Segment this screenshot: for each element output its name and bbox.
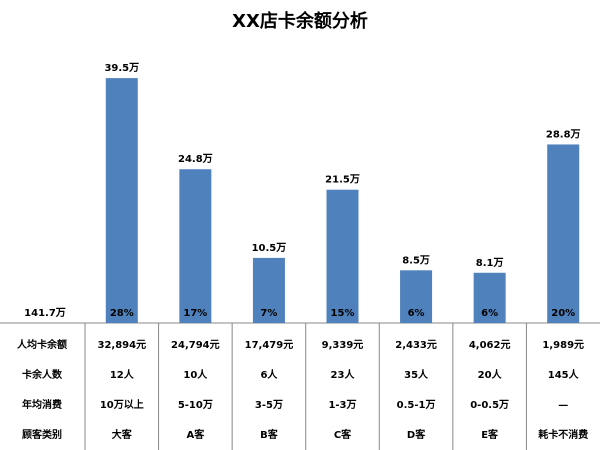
- share-label: 6%: [408, 308, 425, 319]
- table-cell: 2,433元: [395, 339, 437, 351]
- table-cell: 12人: [110, 368, 135, 381]
- table-cell: 32,894元: [97, 339, 146, 351]
- bar: [105, 78, 138, 323]
- table-cell: 4,062元: [469, 339, 511, 351]
- table-cell: 6人: [260, 368, 278, 381]
- table-cell: 9,339元: [322, 339, 364, 351]
- table-cell: 3-5万: [255, 399, 283, 411]
- table-cell: 5-10万: [178, 399, 213, 411]
- bar: [473, 272, 506, 323]
- value-label: 28.8万: [546, 128, 581, 140]
- table-cell: 24,794元: [171, 339, 220, 351]
- table-cell: 145人: [548, 368, 580, 381]
- bar: [252, 257, 285, 323]
- table-cell: 10人: [183, 368, 208, 381]
- table-cell: E客: [481, 428, 499, 441]
- chart-title: XX店卡余额分析: [232, 10, 368, 32]
- row-label: 卡余人数: [22, 368, 63, 381]
- row-label: 顾客类别: [22, 428, 62, 441]
- share-label: 15%: [331, 308, 355, 319]
- table-cell: 17,479元: [245, 339, 294, 351]
- table-cell: B客: [260, 428, 279, 441]
- table-cell: C客: [334, 428, 352, 441]
- share-label: 20%: [551, 308, 575, 319]
- row-label: 年均消费: [22, 398, 62, 411]
- value-label: 8.1万: [476, 257, 504, 269]
- share-label: 17%: [183, 308, 207, 319]
- table-cell: A客: [186, 428, 205, 441]
- table-cell: 23人: [331, 368, 356, 381]
- bar: [179, 169, 212, 323]
- table-cell: 0-0.5万: [470, 399, 509, 411]
- bar: [547, 144, 580, 323]
- table-cell: 20人: [478, 368, 503, 381]
- table-cell: 耗卡不消费: [538, 428, 588, 441]
- table-cell: 0.5-1万: [397, 399, 436, 411]
- table-cell: D客: [407, 428, 426, 441]
- share-label: 28%: [110, 308, 134, 319]
- value-label: 39.5万: [104, 62, 139, 74]
- table-cell: 35人: [404, 368, 429, 381]
- table-cell: 10万以上: [100, 398, 144, 411]
- share-label: 6%: [481, 308, 498, 319]
- value-label: 10.5万: [252, 242, 287, 254]
- table-cell: 1-3万: [328, 399, 356, 411]
- value-label: 21.5万: [325, 174, 360, 186]
- table-cell: 1,989元: [542, 339, 584, 351]
- value-label: 24.8万: [178, 153, 213, 165]
- bar: [326, 189, 359, 323]
- value-label: 8.5万: [402, 254, 430, 266]
- bar: [400, 270, 433, 323]
- table-cell: 大客: [112, 428, 133, 441]
- row-label: 人均卡余额: [17, 338, 67, 351]
- table-cell: —: [558, 400, 568, 411]
- share-label: 7%: [260, 308, 277, 319]
- total-label: 141.7万: [24, 307, 66, 319]
